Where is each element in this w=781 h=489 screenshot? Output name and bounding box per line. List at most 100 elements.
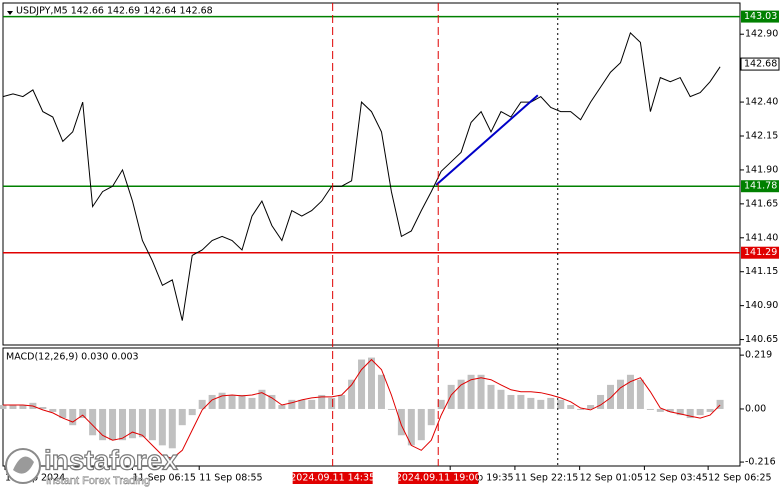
watermark: instaforex Instant Forex Trading [5,444,179,487]
macd-bar [59,408,67,419]
price-label-box [740,57,780,71]
y-tick-label: -0.216 [745,457,776,468]
macd-bar [308,399,316,409]
macd-bar [248,397,256,409]
macd-bar [158,408,166,446]
macd-bar [437,399,445,409]
y-tick-label: 140.65 [745,334,778,345]
y-tick-label: 142.15 [745,131,778,142]
macd-bar [447,384,455,409]
x-tick-label: 12 Sep 01:05 [580,473,643,484]
macd-bar [368,357,375,409]
y-tick-label: 141.40 [745,232,778,243]
macd-bar [547,397,555,409]
macd-bar [298,399,306,409]
macd-bar [666,408,674,412]
trend-line [435,94,539,186]
macd-bar [49,408,57,412]
macd-bar [597,394,605,409]
macd-bar [457,379,465,409]
x-tick-label: 12 Sep 03:45 [644,473,707,484]
macd-bar [477,374,485,409]
macd-bar [119,408,127,441]
x-tick-label: 11 Sep 19:35 [450,473,513,484]
vertical-line-label: 2024.09.11 19:00 [396,473,481,484]
y-tick-label: 142.40 [745,97,778,108]
plot-layer: 142.90142.65142.40142.15141.90141.65141.… [0,3,780,484]
watermark-logo-mark [13,456,34,474]
macd-bar [676,408,684,416]
macd-bar [338,394,346,409]
macd-bar [268,394,276,409]
y-tick-label: 141.90 [745,164,778,175]
macd-bar [178,408,186,426]
macd-bar [577,408,585,410]
y-tick-label: 140.90 [745,300,778,311]
price-frame [2,2,741,346]
macd-bar [318,394,326,409]
chart-title: USDJPY,M5 142.66 142.69 142.64 142.68 [16,6,213,17]
macd-bar [288,399,296,409]
macd-bar [706,408,714,412]
macd-bar [258,389,266,409]
macd-bar [0,405,7,409]
y-tick-label: 0.00 [745,403,766,414]
macd-bar [497,389,505,409]
macd-bar [527,397,535,409]
x-tick-label: 11 Sep 06:15 [132,473,195,484]
macd-bar [39,407,47,409]
macd-bar [228,394,236,409]
macd-bar [198,399,206,409]
macd-bar [79,408,87,419]
y-tick-label: 141.65 [745,198,778,209]
macd-bar [128,408,136,439]
level-label-box [741,180,779,193]
macd-bar [716,399,724,409]
level-label: 143.03 [744,11,777,22]
macd-bar [89,408,97,436]
macd-bar [636,379,644,409]
y-tick-label: 141.15 [745,266,778,277]
macd-bar [557,399,565,409]
signal-line [3,358,721,459]
macd-bar [567,405,575,409]
macd-bar [9,405,17,409]
macd-bar [69,408,77,426]
macd-bar [99,408,107,441]
macd-bar [208,394,216,409]
price-label: 142.68 [744,59,777,70]
level-label: 141.29 [744,247,777,258]
macd-bar [686,408,694,419]
vertical-line-label: 2024.09.11 14:35 [290,473,375,484]
macd-bar [168,408,176,449]
macd-bar [328,397,336,409]
macd-bar [278,405,286,409]
level-label: 141.78 [744,181,777,192]
macd-bar [537,399,545,409]
macd-bar [109,408,117,441]
y-tick-label: 142.90 [745,29,778,40]
macd-bar [387,408,395,410]
y-tick-label: 0.219 [745,350,772,361]
macd-bar [587,405,595,409]
title-arrow [7,11,13,15]
macd-bar [626,374,634,409]
macd-bar [188,408,196,416]
macd-bar [507,394,515,409]
macd-bar [427,408,435,426]
macd-bar [656,408,664,412]
macd-bar [407,408,415,446]
macd-bar [696,408,704,416]
macd-bar [417,408,425,441]
price-line [2,31,721,321]
watermark-brand: instaforex [44,444,178,475]
macd-bar [646,408,654,410]
macd-bar [358,359,366,409]
macd-bar [607,384,615,409]
macd-bar [517,394,525,409]
macd-bar [616,379,624,409]
macd-bar [397,408,405,436]
